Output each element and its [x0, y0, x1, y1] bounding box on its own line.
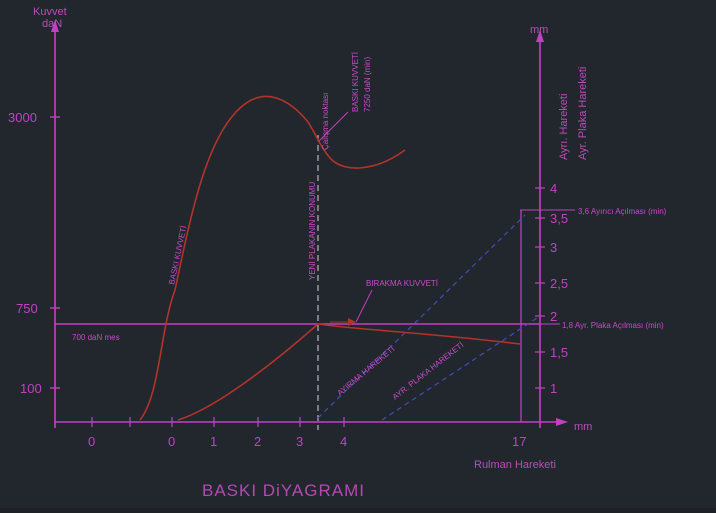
right-axis-title-b: Ayr. Plaka Hareketi	[577, 67, 589, 160]
right-tick-label: 1	[550, 381, 557, 396]
travel-line-b-label: AYR. PLAKA HAREKETİ	[391, 340, 466, 401]
release-label-leader	[355, 289, 373, 323]
left-axis-title-line1: Kuvvet	[33, 6, 67, 18]
release-travel-label: 3,6 Ayırıcı Açılması (min)	[578, 207, 667, 216]
x-tick-label: 1	[210, 434, 217, 449]
annotation-leader	[321, 111, 349, 139]
x-tick-label: 4	[340, 434, 347, 449]
left-tick-label-3000: 3000	[8, 110, 37, 125]
right-tick-label: 2,5	[550, 276, 568, 291]
x-axis-label: Rulman Hareketi	[474, 459, 556, 471]
release-force-curve	[177, 323, 521, 421]
x-axis-arrow-icon	[556, 418, 568, 426]
travel-line-a-label: AYIRMA HAREKETİ	[336, 344, 397, 397]
x-tick-label: 0	[88, 434, 95, 449]
vertical-note: YENİ PLAKANIN KONUMU	[308, 182, 317, 280]
x-axis-unit: mm	[574, 421, 592, 433]
force-curve	[139, 95, 406, 421]
right-axis-arrow-icon	[536, 30, 544, 42]
max-force-label-2: 7250 daN (min)	[363, 57, 372, 112]
right-tick-label: 2	[550, 309, 557, 324]
left-tick-label-750: 750	[16, 301, 38, 316]
right-tick-label: 1,5	[550, 345, 568, 360]
x-tick-label: 17	[512, 434, 526, 449]
release-force-label: BIRAKMA KUVVETİ	[366, 279, 438, 288]
max-force-label-1: BASKI KUVVETİ	[351, 52, 360, 112]
left-tick-label-100: 100	[20, 381, 42, 396]
travel-line-b	[381, 315, 541, 421]
point-label: Çalışma noktası	[321, 93, 330, 150]
right-tick-label: 3	[550, 240, 557, 255]
right-axis-unit: mm	[530, 24, 548, 36]
min-force-label: 700 daN mes	[72, 333, 120, 342]
left-axis-title-line2: daN	[42, 18, 62, 30]
left-axis-arrow-icon	[51, 20, 59, 32]
right-axis-title-a: Ayrı. Hareketi	[558, 94, 570, 160]
x-tick-label: 0	[168, 434, 175, 449]
right-tick-label: 3,5	[550, 211, 568, 226]
right-tick-label: 4	[550, 181, 557, 196]
diagram-title: BASKI DiYAGRAMI	[202, 481, 365, 500]
x-tick-label: 2	[254, 434, 261, 449]
travel-line-a	[317, 214, 526, 419]
x-tick-label: 3	[296, 434, 303, 449]
curve-label: BASKI KUVVETİ	[167, 225, 188, 286]
plate-travel-label: 1,8 Ayr. Plaka Açılması (min)	[562, 321, 664, 330]
marker-arrow-icon	[348, 318, 356, 326]
